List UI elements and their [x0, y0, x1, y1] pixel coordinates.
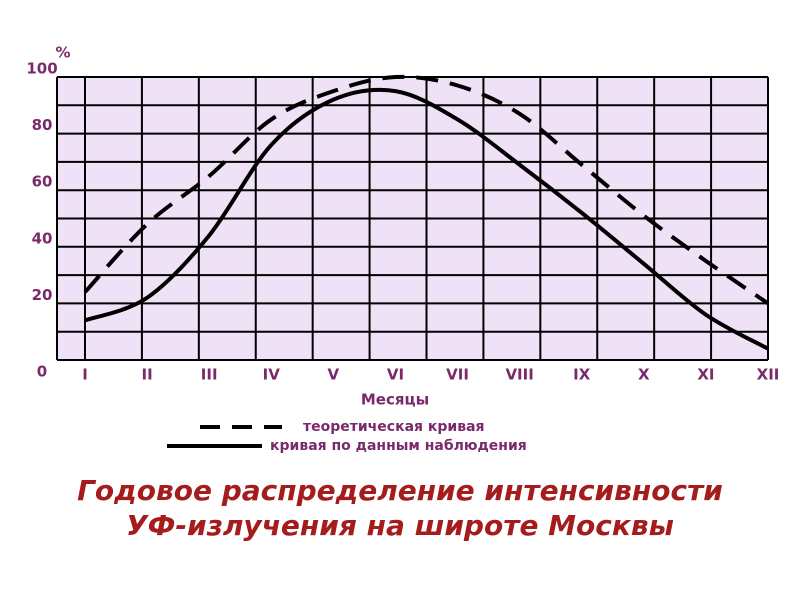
chart-title: УФ-излучения на широте Москвы [126, 509, 674, 542]
legend-label: теоретическая кривая [303, 419, 485, 435]
x-tick-label: IX [573, 366, 591, 384]
y-axis-label: % [55, 44, 70, 62]
series-line [84, 87, 769, 351]
y-tick-label: 80 [32, 116, 53, 134]
x-tick-label: X [638, 366, 650, 384]
x-tick-label: VIII [505, 366, 533, 384]
x-tick-label: VII [446, 366, 469, 384]
x-axis-label: Месяцы [361, 391, 429, 409]
x-tick-label: IV [263, 366, 281, 384]
x-tick-label: II [142, 366, 153, 384]
y-tick-label: 0 [37, 363, 47, 381]
x-tick-label: I [82, 366, 88, 384]
x-tick-label: XII [757, 366, 780, 384]
x-tick-label: III [201, 366, 218, 384]
y-tick-label: 60 [32, 173, 53, 191]
y-tick-label: 40 [32, 229, 53, 247]
y-tick-label: 20 [32, 286, 53, 304]
y-tick-label: 100 [26, 60, 57, 78]
x-tick-label: VI [387, 366, 404, 384]
chart-title: Годовое распределение интенсивности [77, 474, 723, 507]
x-tick-label: V [328, 366, 340, 384]
x-tick-label: XI [697, 366, 714, 384]
legend-label: кривая по данным наблюдения [270, 438, 527, 454]
series-line [83, 74, 770, 306]
